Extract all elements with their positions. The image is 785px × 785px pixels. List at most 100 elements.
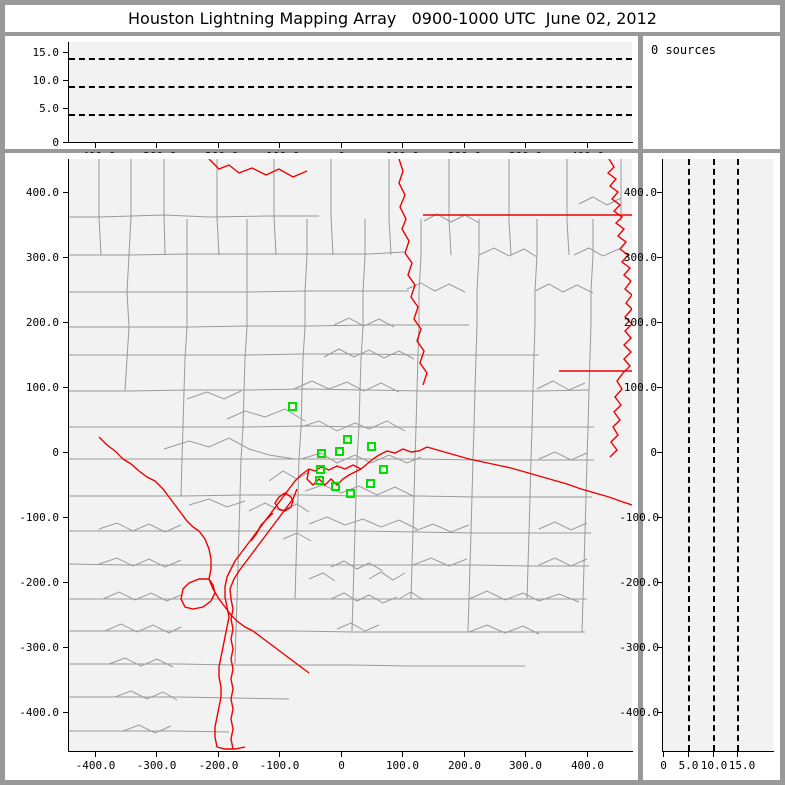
top-xtick-300 (525, 142, 526, 148)
map-yticklabel-400: 400.0 (25, 186, 59, 199)
right-xtick-10 (713, 751, 714, 757)
map-xtick--300 (156, 751, 157, 757)
right-yticklabel-100: 100.0 (623, 381, 657, 394)
gridline-x-15 (737, 159, 739, 751)
gridline-x-10 (713, 159, 715, 751)
station-marker[interactable] (367, 442, 376, 451)
top-ytick-10 (63, 80, 69, 81)
top-xtick--300 (156, 142, 157, 148)
right-ytick-300 (657, 257, 663, 258)
state-boundaries (98, 159, 632, 750)
map-xtick-0 (341, 751, 342, 757)
right-ytick-0 (657, 452, 663, 453)
top-xtick-400 (587, 142, 588, 148)
map-xticklabel-100: 100.0 (385, 759, 420, 772)
top-ytick-0 (63, 142, 69, 143)
top-yticklabel-10: 10.0 (32, 74, 60, 87)
station-marker[interactable] (315, 476, 324, 485)
map-ytick-0 (63, 452, 69, 453)
altitude-vs-north-panel[interactable]: 400.0 300.0 200.0 100.0 0 -100.0 -200.0 … (619, 153, 780, 780)
map-xticklabel--300: -300.0 (136, 759, 177, 772)
station-marker[interactable] (379, 465, 388, 474)
map-xtick-300 (525, 751, 526, 757)
right-xtick-15 (737, 751, 738, 757)
right-yticklabel--300: -300.0 (619, 641, 659, 654)
right-ytick-100 (657, 387, 663, 388)
station-marker[interactable] (288, 402, 297, 411)
station-marker[interactable] (346, 489, 355, 498)
map-xtick--400 (95, 751, 96, 757)
right-ytick--100 (657, 517, 663, 518)
map-xticklabel-400: 400.0 (570, 759, 605, 772)
map-xticklabel--400: -400.0 (75, 759, 116, 772)
plan-view-plot-area[interactable] (69, 159, 632, 751)
top-xtick--100 (279, 142, 280, 148)
right-xticklabel-15: 15.0 (728, 759, 756, 772)
county-boundaries (69, 159, 622, 734)
right-ytick--200 (657, 582, 663, 583)
map-yticklabel-200: 200.0 (25, 316, 59, 329)
gridline-y-5 (69, 114, 632, 116)
station-marker[interactable] (366, 479, 375, 488)
right-yticklabel-0: 0 (650, 446, 657, 459)
top-yticklabel-15: 15.0 (32, 46, 60, 59)
gridline-y-15 (69, 58, 632, 60)
map-xtick--200 (218, 751, 219, 757)
map-ytick--100 (63, 517, 69, 518)
station-marker[interactable] (316, 465, 325, 474)
altitude-vs-east-plot-area[interactable] (69, 42, 632, 142)
right-ytick-400 (657, 192, 663, 193)
map-xtick--100 (279, 751, 280, 757)
map-xtick-100 (402, 751, 403, 757)
map-xtick-400 (587, 751, 588, 757)
map-ytick-100 (63, 387, 69, 388)
map-ytick-400 (63, 192, 69, 193)
map-xticklabel-300: 300.0 (508, 759, 543, 772)
top-xtick-0 (341, 142, 342, 148)
map-yticklabel--300: -300.0 (19, 641, 59, 654)
map-ytick--300 (63, 647, 69, 648)
station-marker[interactable] (331, 482, 340, 491)
map-ytick--400 (63, 712, 69, 713)
altitude-vs-north-plot-area[interactable] (663, 159, 773, 751)
station-marker[interactable] (317, 449, 326, 458)
map-xtick-200 (464, 751, 465, 757)
right-xticklabel-10: 10.0 (700, 759, 728, 772)
map-yticklabel-300: 300.0 (25, 251, 59, 264)
station-marker[interactable] (335, 447, 344, 456)
map-x-axis-line (68, 751, 633, 752)
map-yticklabel-100: 100.0 (25, 381, 59, 394)
right-yticklabel--200: -200.0 (619, 576, 659, 589)
right-ytick-200 (657, 322, 663, 323)
map-xticklabel-200: 200.0 (447, 759, 482, 772)
top-xtick--400 (95, 142, 96, 148)
gridline-x-5 (688, 159, 690, 751)
right-yticklabel--100: -100.0 (619, 511, 659, 524)
right-x-axis-line (662, 751, 774, 752)
top-y-axis-line (68, 42, 69, 142)
right-xtick-5 (688, 751, 689, 757)
right-y-axis-line (662, 159, 663, 751)
plan-view-map-panel[interactable]: 400.0 300.0 200.0 100.0 0 -100.0 -200.0 … (5, 153, 638, 780)
map-y-axis-line (68, 159, 69, 751)
gridline-y-10 (69, 86, 632, 88)
station-marker[interactable] (343, 435, 352, 444)
top-ytick-5 (63, 108, 69, 109)
top-xtick-200 (464, 142, 465, 148)
map-xticklabel--100: -100.0 (259, 759, 300, 772)
right-yticklabel-200: 200.0 (623, 316, 657, 329)
altitude-vs-east-panel[interactable]: 15.0 10.0 5.0 0 -400.0 -300.0 -200.0 -10… (5, 36, 638, 163)
right-xtick-0 (663, 751, 664, 757)
map-geography (69, 159, 632, 750)
top-xtick-100 (402, 142, 403, 148)
right-xticklabel-5: 5.0 (678, 759, 699, 772)
source-count-panel: 0 sources (643, 36, 780, 149)
right-ytick--400 (657, 712, 663, 713)
map-yticklabel--100: -100.0 (19, 511, 59, 524)
right-yticklabel-300: 300.0 (623, 251, 657, 264)
top-x-axis-line (68, 142, 633, 143)
map-yticklabel-0: 0 (52, 446, 59, 459)
top-yticklabel-0: 0 (52, 136, 59, 149)
map-ytick--200 (63, 582, 69, 583)
